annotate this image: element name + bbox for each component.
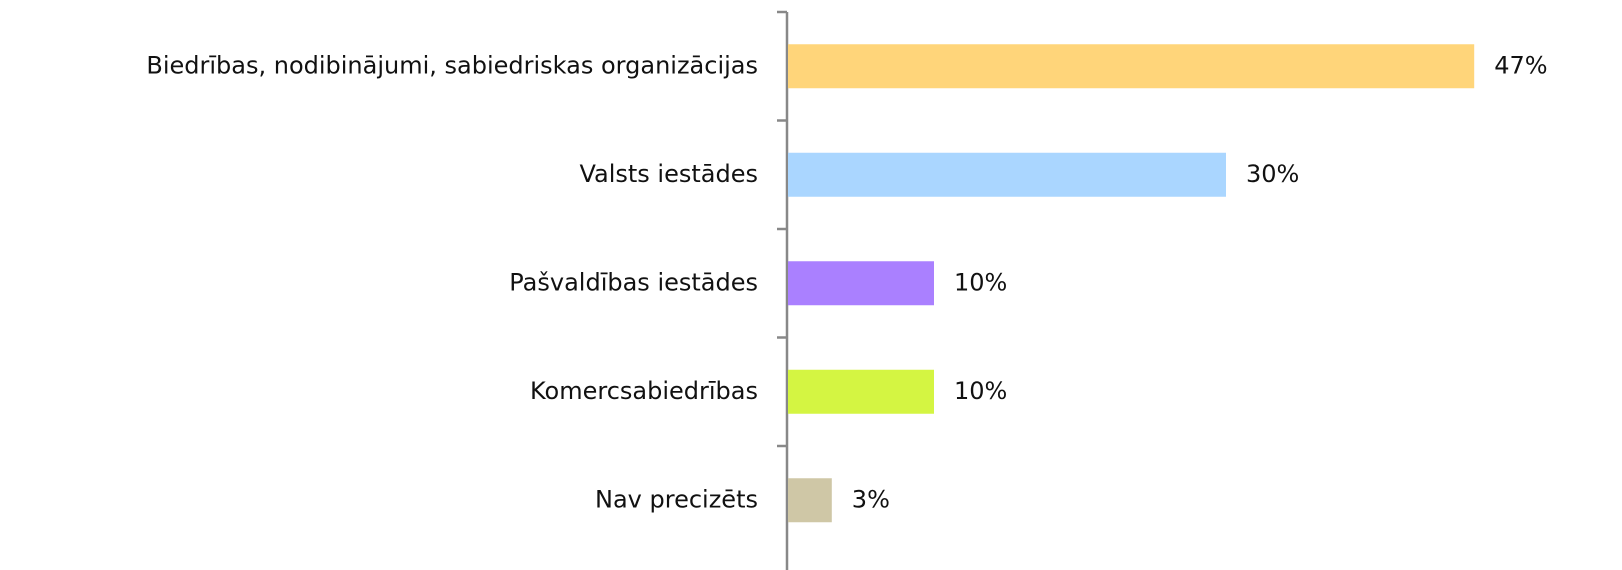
bar (788, 261, 934, 306)
value-label: 10% (954, 377, 1007, 405)
category-label: Valsts iestādes (579, 160, 758, 188)
value-label: 47% (1494, 51, 1547, 79)
category-label: Pašvaldības iestādes (509, 268, 758, 296)
bar (788, 478, 832, 523)
category-label: Komercsabiedrības (530, 377, 758, 405)
category-label: Biedrības, nodibinājumi, sabiedriskas or… (146, 51, 758, 79)
value-label: 3% (852, 485, 890, 513)
category-label: Nav precizēts (595, 485, 758, 513)
bar (788, 44, 1475, 89)
bar (788, 369, 934, 414)
bar (788, 152, 1226, 197)
value-label: 10% (954, 268, 1007, 296)
value-label: 30% (1246, 160, 1299, 188)
